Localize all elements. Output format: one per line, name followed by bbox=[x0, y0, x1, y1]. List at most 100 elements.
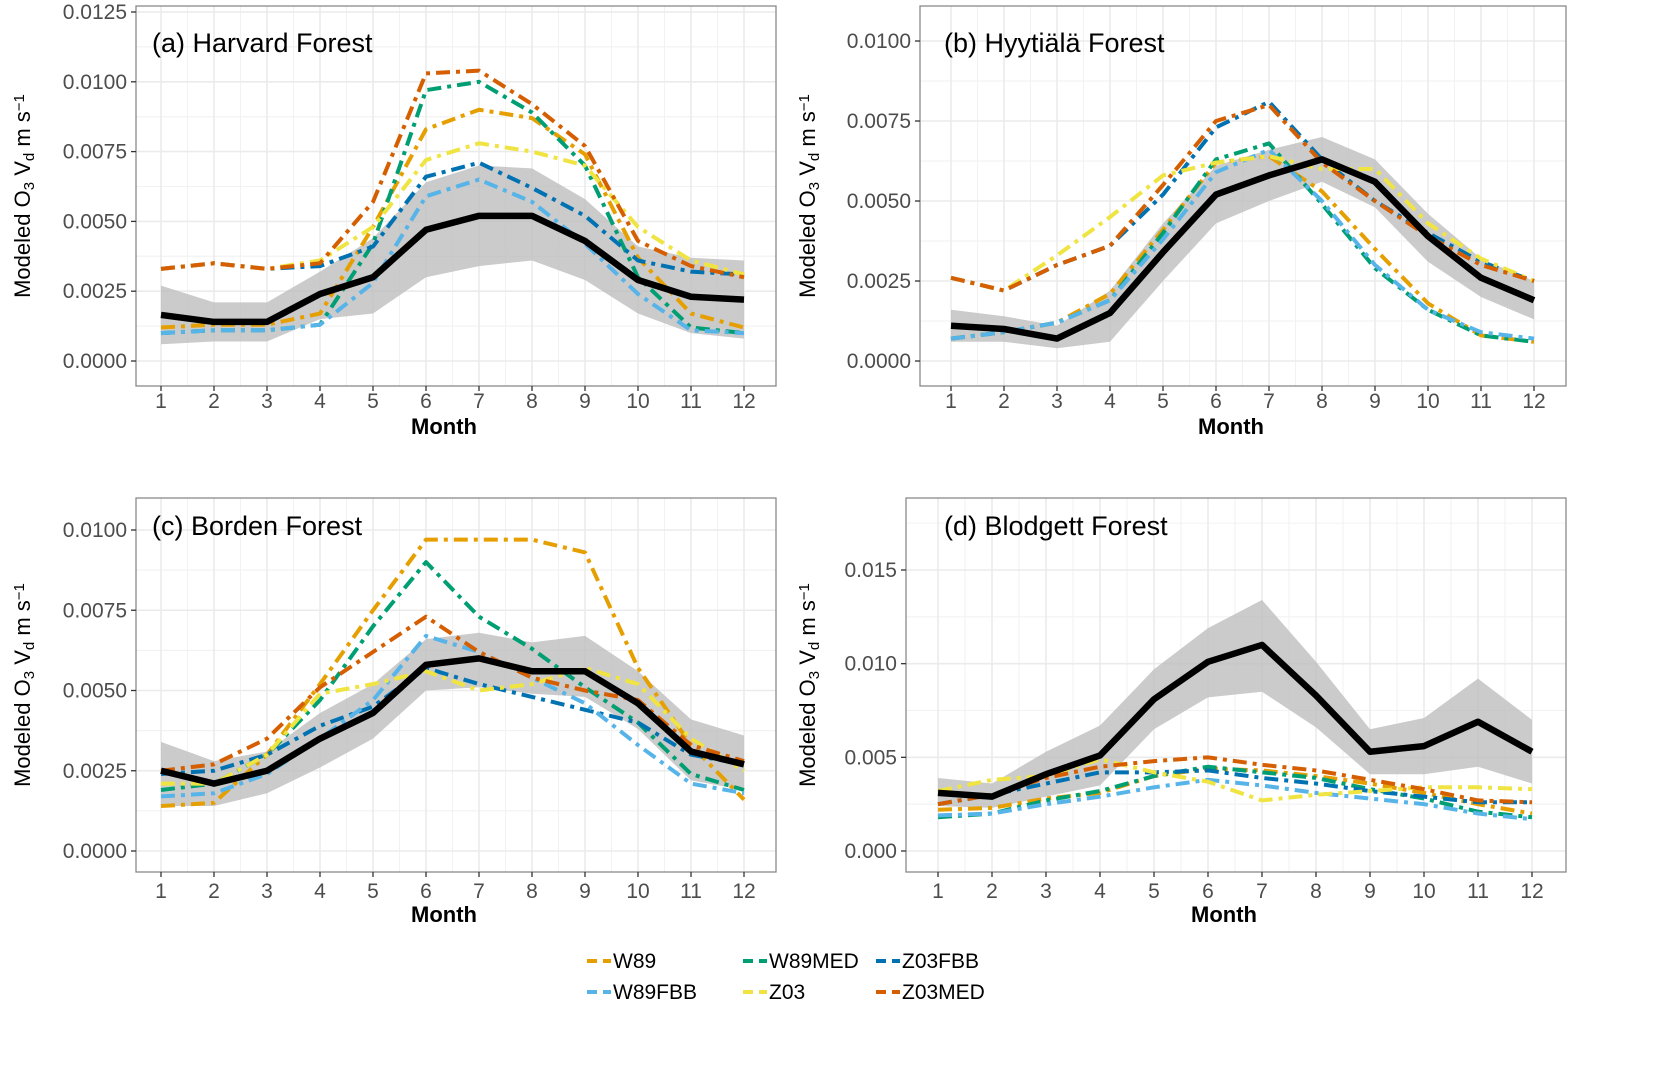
y-axis-label-part: V bbox=[795, 161, 820, 182]
y-axis-label-part: d bbox=[21, 153, 38, 161]
y-tick-label: 0.015 bbox=[844, 559, 897, 582]
panel-border bbox=[905, 497, 1567, 873]
panel-title: (d) Blodgett Forest bbox=[944, 511, 1168, 541]
y-tick-label: 0.010 bbox=[844, 653, 897, 676]
legend: W89 W89MED Z03FBB W89FBB Z03 Z03MED bbox=[587, 950, 985, 1004]
x-tick-label: 11 bbox=[1470, 390, 1492, 413]
x-tick-label: 10 bbox=[1412, 880, 1435, 903]
y-axis-label-part: Modeled O bbox=[795, 190, 820, 298]
panel-border bbox=[135, 497, 777, 873]
x-tick-label: 6 bbox=[1210, 390, 1222, 413]
legend-label: Z03 bbox=[769, 981, 805, 1004]
y-tick-label: 0.0050 bbox=[63, 680, 127, 703]
panel-border bbox=[919, 5, 1567, 387]
y-tick-label: 0.0050 bbox=[63, 210, 127, 233]
x-tick-label: 12 bbox=[732, 880, 755, 903]
observed-line bbox=[160, 212, 745, 326]
x-tick-label: 8 bbox=[1310, 880, 1322, 903]
x-axis-label: Month bbox=[411, 902, 477, 927]
legend-item-w89fbb: W89FBB bbox=[587, 981, 697, 1004]
x-tick-label: 1 bbox=[945, 390, 957, 413]
y-axis-label-part: m s bbox=[10, 600, 35, 642]
x-axis-label: Month bbox=[1191, 902, 1257, 927]
legend-item-z03: Z03 bbox=[743, 981, 805, 1004]
x-tick-label: 5 bbox=[1148, 880, 1160, 903]
x-tick-label: 2 bbox=[208, 880, 220, 903]
y-tick-label: 0.0100 bbox=[63, 519, 127, 542]
x-tick-label: 8 bbox=[1316, 390, 1328, 413]
x-tick-label: 1 bbox=[155, 390, 167, 413]
series-line-w89 bbox=[160, 537, 746, 809]
x-tick-label: 6 bbox=[420, 390, 432, 413]
series-line-w89fbb bbox=[937, 777, 1533, 822]
y-tick-label: 0.0100 bbox=[847, 30, 911, 53]
y-axis-label-part: −1 bbox=[11, 583, 28, 600]
panel-title: (b) Hyytiälä Forest bbox=[944, 28, 1165, 58]
series-line-z03 bbox=[161, 666, 746, 786]
x-tick-label: 7 bbox=[473, 880, 485, 903]
series-line-w89fbb bbox=[160, 633, 745, 799]
y-axis-label: Modeled O3 Vd m s−1 bbox=[795, 94, 823, 298]
series-line-z03 bbox=[950, 154, 1535, 293]
legend-item-w89: W89 bbox=[587, 950, 656, 973]
x-tick-label: 7 bbox=[1263, 390, 1275, 413]
legend-label: W89MED bbox=[769, 950, 859, 973]
x-tick-label: 6 bbox=[420, 880, 432, 903]
observed-line bbox=[950, 156, 1536, 342]
x-tick-label: 3 bbox=[1040, 880, 1052, 903]
y-axis-label-part: V bbox=[10, 650, 35, 671]
x-tick-label: 5 bbox=[1157, 390, 1169, 413]
x-tick-label: 5 bbox=[367, 880, 379, 903]
y-axis-label-part: d bbox=[21, 642, 38, 650]
y-axis-label-part: V bbox=[10, 161, 35, 182]
legend-label: Z03FBB bbox=[902, 950, 979, 973]
y-axis-label-part: m s bbox=[10, 111, 35, 153]
legend-label: Z03MED bbox=[902, 981, 985, 1004]
x-axis-label: Month bbox=[411, 414, 477, 439]
x-tick-label: 4 bbox=[314, 880, 326, 903]
x-tick-label: 2 bbox=[986, 880, 998, 903]
y-tick-label: 0.0100 bbox=[63, 71, 127, 94]
y-axis-label-part: Modeled O bbox=[10, 679, 35, 787]
x-tick-label: 4 bbox=[1094, 880, 1106, 903]
x-tick-label: 4 bbox=[314, 390, 326, 413]
legend-label: W89 bbox=[613, 950, 656, 973]
observed-range-ribbon bbox=[938, 599, 1532, 808]
observed-range-ribbon bbox=[951, 137, 1534, 349]
legend-label: W89FBB bbox=[613, 981, 697, 1004]
y-axis-label-part: m s bbox=[795, 600, 820, 642]
x-tick-label: 8 bbox=[526, 390, 538, 413]
x-tick-label: 10 bbox=[626, 880, 649, 903]
y-tick-label: 0.0075 bbox=[63, 141, 127, 164]
y-axis-label-part: d bbox=[806, 642, 823, 650]
y-axis-label-part: V bbox=[795, 650, 820, 671]
y-tick-label: 0.000 bbox=[844, 840, 897, 863]
y-tick-label: 0.0000 bbox=[847, 350, 911, 373]
y-axis-label-part: m s bbox=[795, 111, 820, 153]
series-line-w89fbb bbox=[950, 147, 1535, 341]
y-tick-label: 0.0075 bbox=[63, 599, 127, 622]
y-tick-label: 0.0025 bbox=[63, 280, 127, 303]
x-tick-label: 8 bbox=[526, 880, 538, 903]
x-tick-label: 11 bbox=[680, 390, 702, 413]
y-axis-label-part: 3 bbox=[21, 182, 38, 190]
series-line-z03fbb bbox=[160, 666, 745, 776]
x-tick-label: 1 bbox=[932, 880, 944, 903]
y-axis-label-part: 3 bbox=[806, 182, 823, 190]
series-line-z03med bbox=[160, 68, 745, 280]
x-tick-label: 6 bbox=[1202, 880, 1214, 903]
x-tick-label: 10 bbox=[1416, 390, 1439, 413]
x-tick-label: 9 bbox=[579, 880, 591, 903]
legend-item-w89med: W89MED bbox=[743, 950, 859, 973]
x-tick-label: 9 bbox=[1369, 390, 1381, 413]
x-tick-label: 9 bbox=[579, 390, 591, 413]
x-tick-label: 3 bbox=[261, 390, 273, 413]
observed-line bbox=[160, 655, 745, 787]
x-tick-label: 9 bbox=[1364, 880, 1376, 903]
y-axis-label: Modeled O3 Vd m s−1 bbox=[10, 583, 38, 787]
x-tick-label: 11 bbox=[1467, 880, 1489, 903]
y-axis-label-part: Modeled O bbox=[795, 679, 820, 787]
